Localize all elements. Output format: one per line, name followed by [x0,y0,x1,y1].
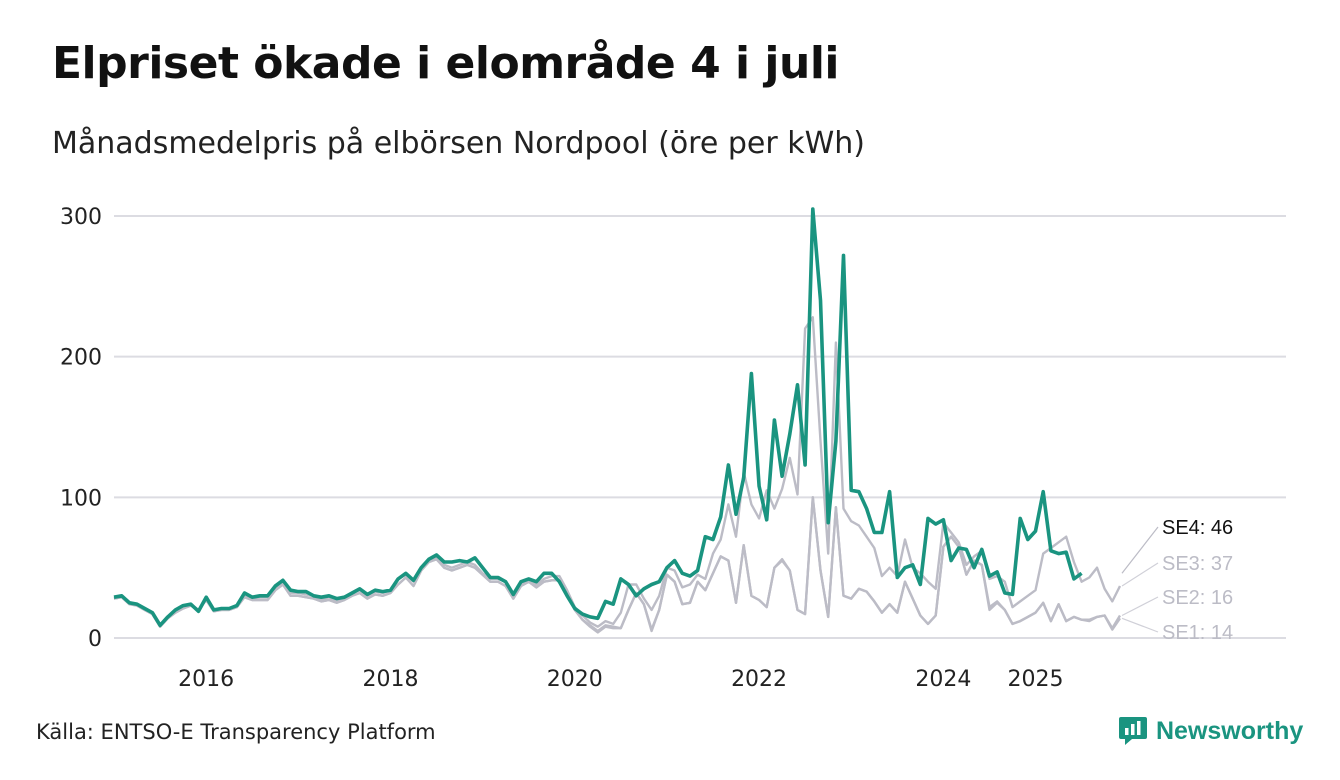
end-labels: SE1: 14 SE2: 16 SE3: 37 SE4: 46 [1121,517,1233,644]
y-tick-label: 100 [60,486,102,511]
leader-line [1121,596,1159,617]
brand-name: Newsworthy [1156,716,1304,745]
x-tick-label: 2024 [915,667,971,692]
y-tick-label: 200 [60,346,102,371]
chart-title: Elpriset ökade i elområde 4 i juli [52,38,840,89]
x-tick-label: 2022 [731,667,787,692]
chart-subtitle: Månadsmedelpris på elbörsen Nordpool (ör… [52,126,865,161]
x-tick-label: 2016 [178,667,234,692]
source-note: Källa: ENTSO-E Transparency Platform [36,720,436,744]
series-line-se1 [113,496,1121,634]
leader-line [1121,526,1159,574]
newsworthy-logo-icon [1119,717,1147,745]
series-label-se1: SE1: 14 [1162,622,1233,644]
line-chart: 0 100 200 300 2016 2018 2020 2022 2024 2025 SE1:… [60,205,1286,692]
series-line-se2 [113,496,1122,633]
y-tick-label: 0 [88,627,102,652]
series-label-se4: SE4: 46 [1162,517,1233,539]
series-line-se3 [113,316,1122,628]
x-axis-ticks: 2016 2018 2020 2022 2024 2025 [178,667,1063,692]
y-axis-ticks: 0 100 200 300 [60,205,102,652]
y-tick-label: 300 [60,205,102,230]
x-tick-label: 2025 [1008,667,1064,692]
gridlines [114,215,1286,639]
leader-line [1121,617,1159,633]
series-lines [113,207,1122,634]
x-tick-label: 2018 [362,667,418,692]
series-line-se4 [113,207,1083,628]
leader-line [1121,562,1159,587]
series-label-se2: SE2: 16 [1162,587,1233,609]
x-tick-label: 2020 [547,667,603,692]
brand-logo[interactable]: Newsworthy [1118,715,1303,747]
series-label-se3: SE3: 37 [1162,553,1233,575]
